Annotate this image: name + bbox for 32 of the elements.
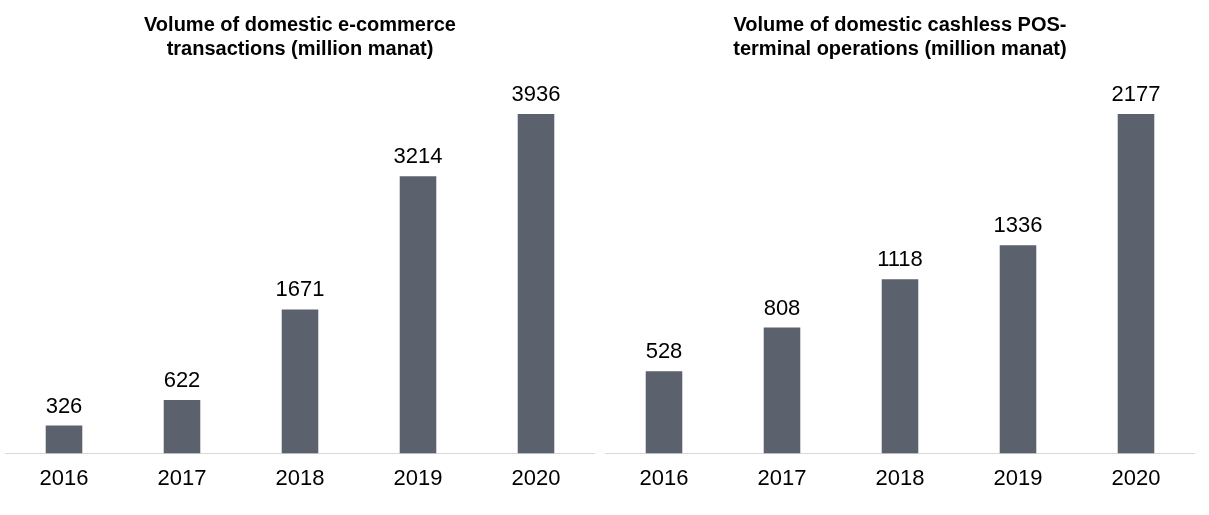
x-tick-label: 2020 (1111, 464, 1161, 490)
data-label: 2177 (1111, 81, 1161, 107)
bar (281, 309, 319, 454)
bar (1117, 114, 1155, 454)
data-label: 622 (163, 367, 201, 392)
data-label: 3214 (393, 143, 443, 169)
bar (399, 176, 437, 454)
x-tick-label: 2017 (157, 464, 207, 490)
data-label: 1118 (877, 246, 923, 272)
x-tick-label: 2019 (393, 464, 443, 490)
bar (517, 114, 555, 454)
x-tick-label: 2018 (275, 464, 325, 490)
data-label: 1336 (993, 212, 1043, 238)
chart-title: Volume of domestic e-commerce transactions (million manat) (143, 12, 457, 61)
bar (999, 245, 1037, 454)
x-tick-label: 2017 (757, 464, 807, 490)
data-label: 326 (45, 392, 83, 418)
data-label: 3936 (511, 81, 561, 107)
x-tick-label: 2016 (639, 464, 689, 490)
data-label: 1671 (275, 276, 325, 302)
x-tick-label: 2020 (511, 464, 561, 490)
bar (645, 371, 683, 454)
bar (163, 399, 201, 454)
x-tick-label: 2019 (993, 464, 1043, 490)
bar (881, 279, 919, 454)
x-tick-label: 2016 (39, 464, 89, 490)
bar (763, 327, 801, 454)
data-label: 808 (763, 294, 801, 320)
bar (45, 425, 83, 454)
chart-title: Volume of domestic cashless POS-terminal operations (million manat) (732, 12, 1068, 61)
x-tick-label: 2018 (875, 464, 925, 490)
data-label: 528 (645, 338, 683, 364)
